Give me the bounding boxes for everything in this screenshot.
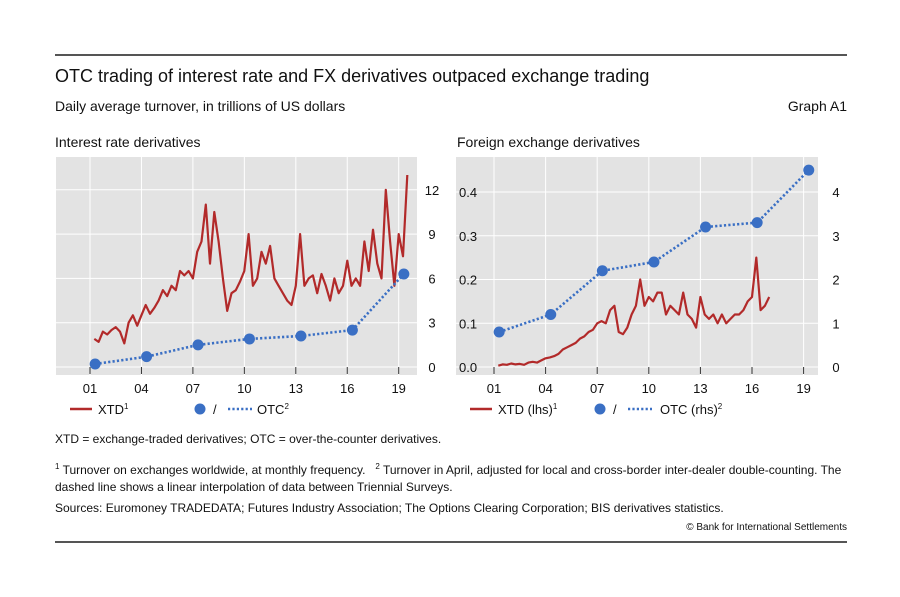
footnote-2-marker: 2	[375, 462, 380, 471]
x-tick-label: 07	[186, 381, 200, 396]
x-tick-label: 04	[538, 381, 552, 396]
otc-data-point	[295, 330, 307, 342]
legend-otc-marker	[594, 403, 606, 415]
footnote-1: Turnover on exchanges worldwide, at mont…	[62, 463, 366, 477]
x-tick-label: 13	[289, 381, 303, 396]
y-tick-label-right: 6	[428, 271, 435, 286]
bottom-rule	[55, 541, 847, 543]
legend-xtd-footnote-marker: 1	[124, 402, 129, 411]
otc-data-point	[192, 339, 204, 351]
y-tick-label-right: 9	[428, 227, 435, 242]
graph-id: Graph A1	[787, 98, 847, 114]
x-tick-label: 01	[487, 381, 501, 396]
y-tick-label-right: 12	[425, 183, 439, 198]
otc-data-point	[493, 326, 505, 338]
legend-xtd-text: XTD	[98, 402, 124, 417]
y-tick-label-right: 4	[832, 185, 839, 200]
legend-xtd-label: XTD1	[98, 402, 129, 417]
legend-separator: /	[613, 402, 617, 417]
x-tick-label: 19	[796, 381, 810, 396]
y-tick-label-right: 0	[832, 360, 839, 375]
y-tick-label-right: 1	[832, 316, 839, 331]
panel-title-fx: Foreign exchange derivatives	[457, 134, 640, 150]
legend-otc-marker	[194, 403, 206, 415]
x-tick-label: 16	[745, 381, 759, 396]
otc-data-point	[398, 268, 410, 280]
plot-background	[56, 157, 417, 375]
y-tick-label-left: 0.0	[459, 360, 477, 375]
xtd-series-line	[497, 256, 771, 367]
legend-otc-text: OTC	[257, 402, 284, 417]
legend-xtd-footnote-marker: 1	[553, 402, 558, 411]
otc-data-point	[141, 351, 153, 363]
y-tick-label-right: 3	[832, 229, 839, 244]
top-rule	[55, 54, 847, 56]
y-tick-label-left: 0.4	[459, 185, 477, 200]
otc-data-point	[751, 217, 763, 229]
legend-xtd-text: XTD (lhs)	[498, 402, 553, 417]
y-tick-label-left: 0.1	[459, 316, 477, 331]
otc-data-point	[803, 164, 815, 176]
otc-data-point	[89, 358, 101, 370]
y-tick-label-right: 3	[428, 316, 435, 331]
x-tick-label: 13	[693, 381, 707, 396]
otc-data-point	[243, 333, 255, 345]
footnotes: 1 Turnover on exchanges worldwide, at mo…	[55, 458, 850, 496]
otc-data-point	[346, 324, 358, 336]
legend-otc-footnote-marker: 2	[718, 402, 723, 411]
copyright: © Bank for International Settlements	[686, 522, 847, 533]
panel-title-interest-rate: Interest rate derivatives	[55, 134, 201, 150]
legend-otc-label: OTC (rhs)2	[660, 402, 723, 417]
graph-subtitle: Daily average turnover, in trillions of …	[55, 98, 346, 114]
x-tick-label: 04	[134, 381, 148, 396]
x-tick-label: 16	[340, 381, 354, 396]
otc-data-point	[545, 309, 557, 320]
legend-otc-text: OTC (rhs)	[660, 402, 718, 417]
legend-separator: /	[213, 402, 217, 417]
legend-otc-footnote-marker: 2	[284, 402, 289, 411]
legend-xtd-label: XTD (lhs)1	[498, 402, 558, 417]
y-tick-label-left: 0.2	[459, 273, 477, 288]
otc-data-point	[596, 265, 608, 277]
legend-otc-label: OTC2	[257, 402, 289, 417]
otc-data-point	[700, 221, 712, 233]
y-tick-label-right: 0	[428, 360, 435, 375]
x-tick-label: 19	[391, 381, 405, 396]
sources: Sources: Euromoney TRADEDATA; Futures In…	[55, 501, 724, 515]
y-tick-label-right: 2	[832, 273, 839, 288]
x-tick-label: 01	[83, 381, 97, 396]
graph-title: OTC trading of interest rate and FX deri…	[55, 66, 650, 86]
x-tick-label: 10	[642, 381, 656, 396]
x-tick-label: 10	[237, 381, 251, 396]
plot-background	[456, 157, 818, 375]
footnote-2: Turnover in April, adjusted for local an…	[55, 463, 842, 494]
abbreviations-note: XTD = exchange-traded derivatives; OTC =…	[55, 432, 442, 446]
footnote-1-marker: 1	[55, 462, 60, 471]
otc-data-point	[648, 256, 660, 268]
xtd-series-line	[93, 174, 409, 345]
y-tick-label-left: 0.3	[459, 229, 477, 244]
x-tick-label: 07	[590, 381, 604, 396]
